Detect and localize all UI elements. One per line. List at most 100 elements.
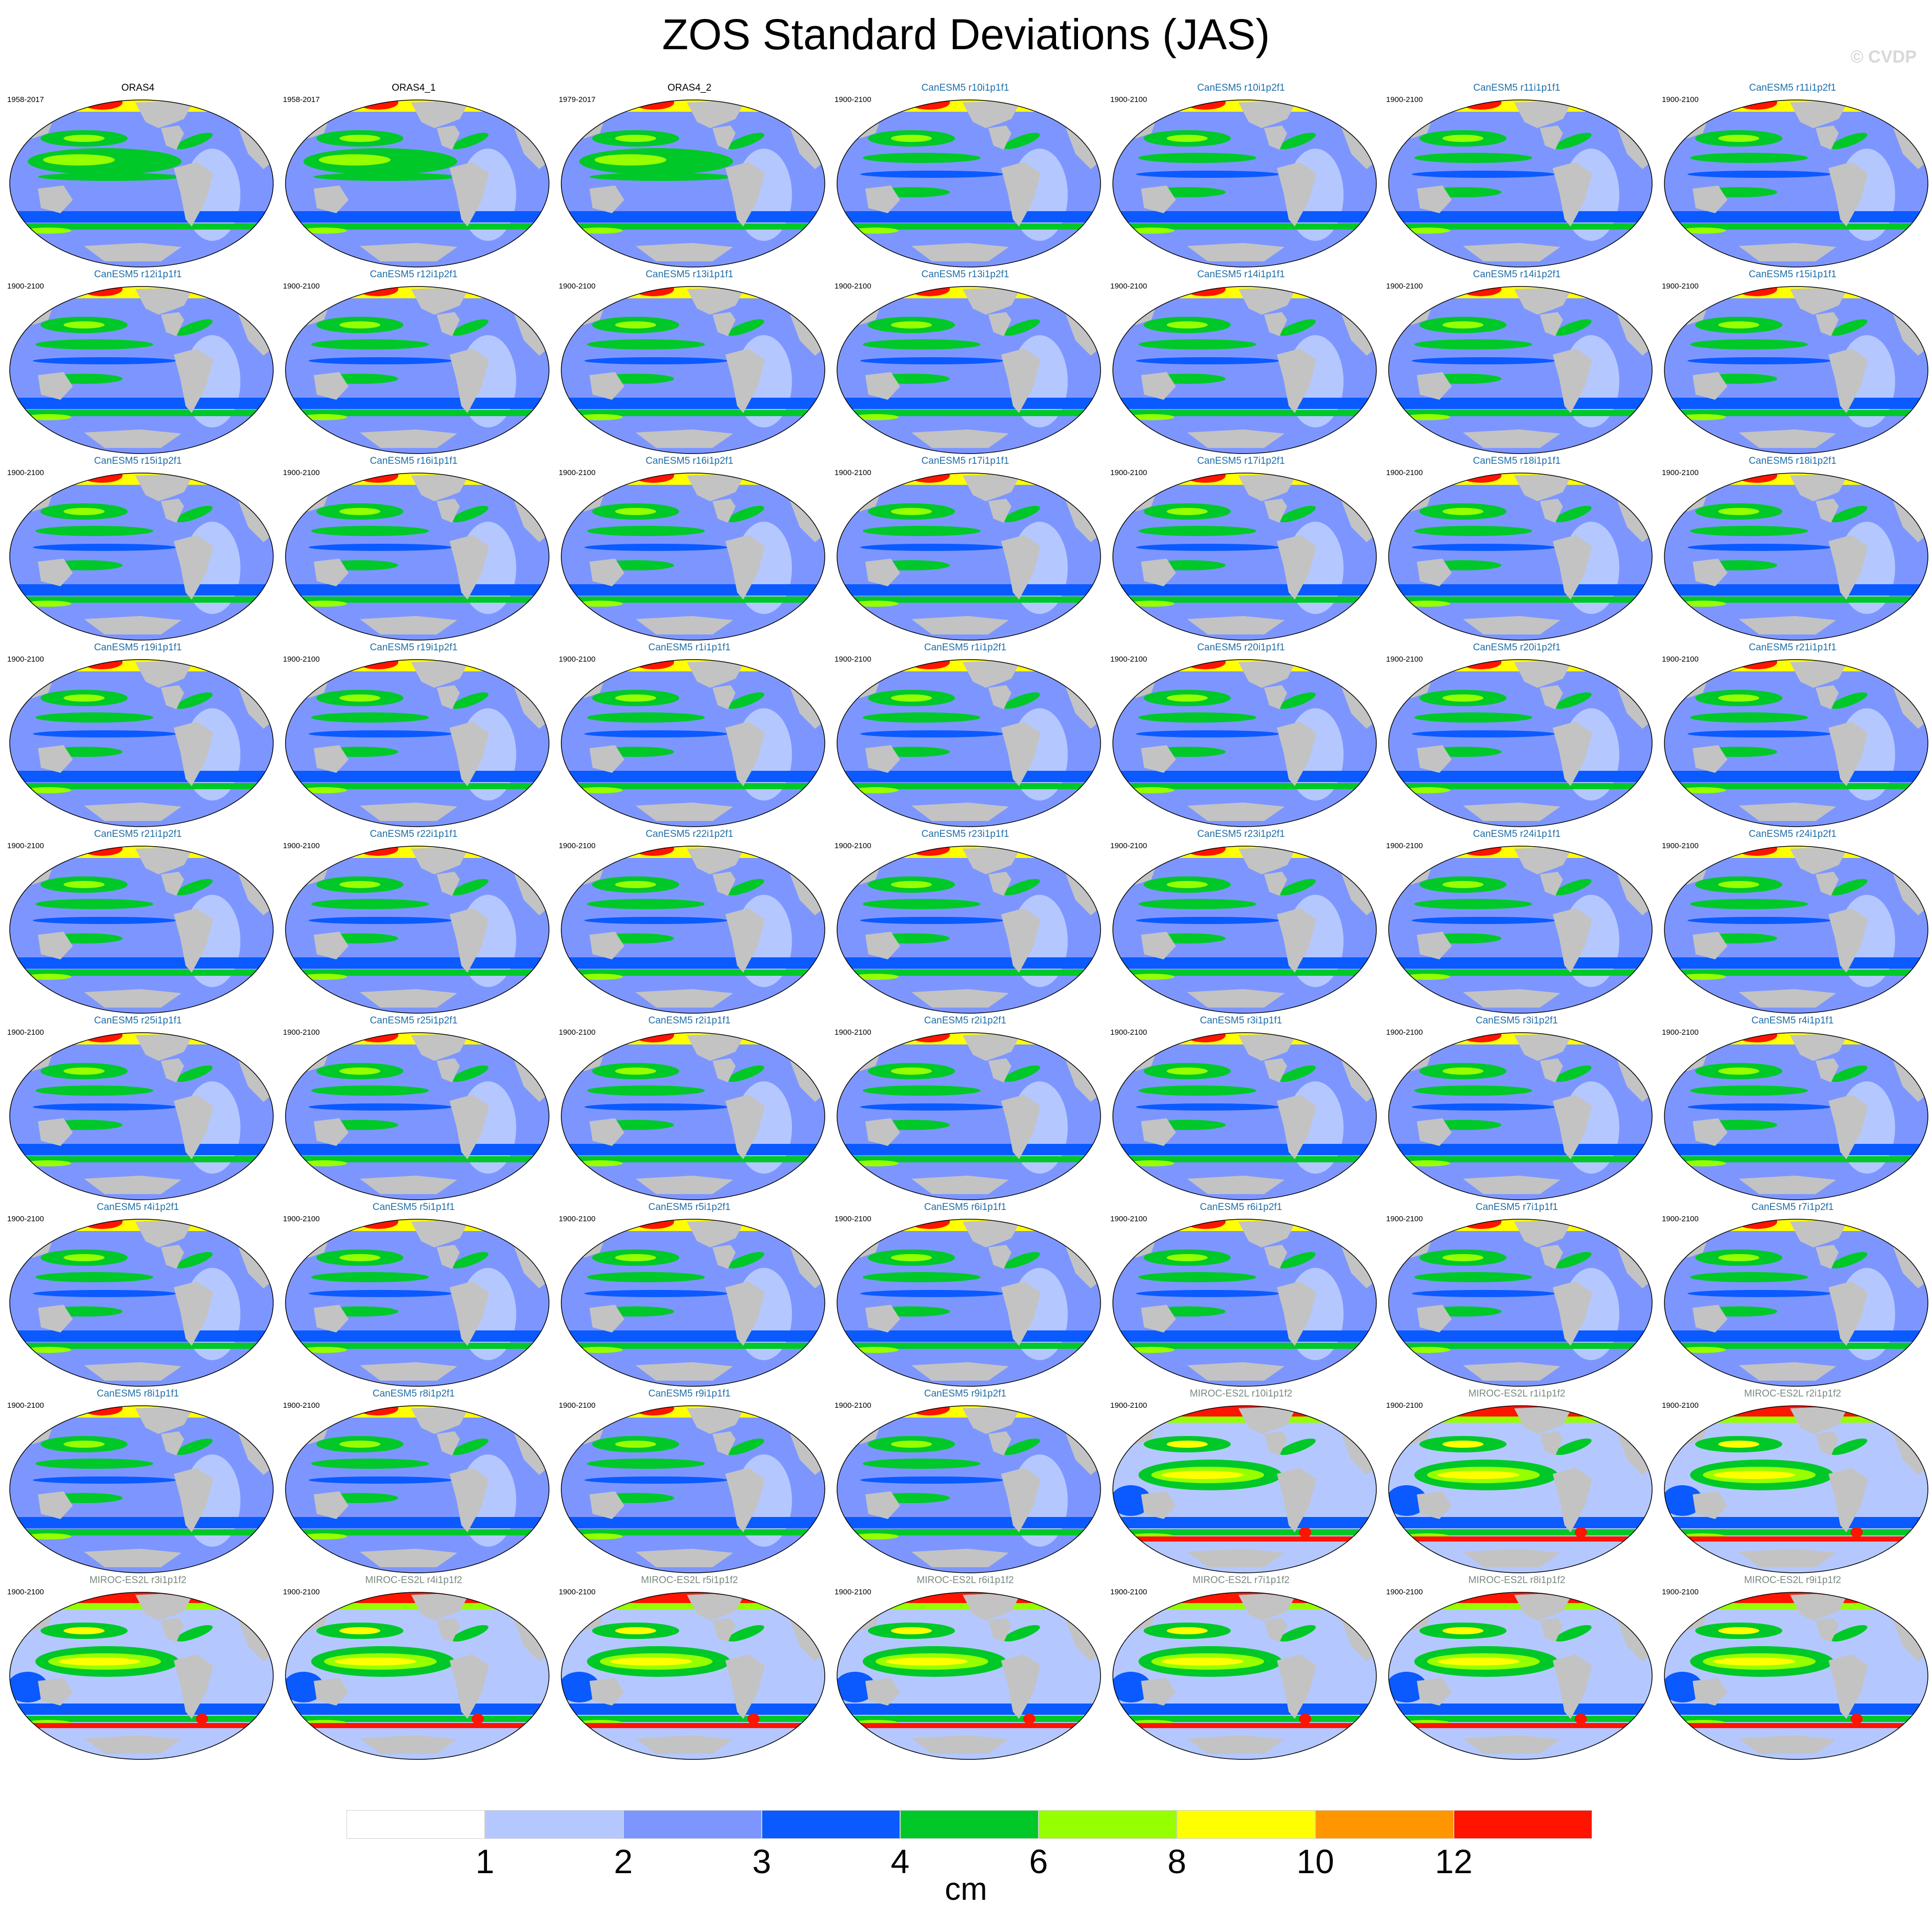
panel-title: CanESM5 r7i1p2f1 (1751, 1202, 1834, 1213)
panel-period: 1958-2017 (7, 95, 44, 104)
map-panel: MIROC-ES2L r9i1p1f2 1900-2100 (1655, 1574, 1930, 1760)
sea-level-map (285, 1219, 550, 1387)
map-outline (1112, 1032, 1377, 1200)
map-panel: CanESM5 r23i1p2f1 1900-2100 (1103, 828, 1379, 1014)
ocean-field (10, 473, 273, 640)
sea-level-map (1388, 1032, 1653, 1200)
panel-period: 1900-2100 (559, 1028, 596, 1037)
map-outline (1388, 1405, 1653, 1573)
sea-level-map (561, 286, 825, 454)
ocean-field (286, 1033, 549, 1200)
map-panel: CanESM5 r11i1p2f1 1900-2100 (1655, 82, 1930, 268)
sea-level-map (1664, 1032, 1928, 1200)
panel-title: CanESM5 r25i1p2f1 (370, 1015, 458, 1026)
panel-title: CanESM5 r20i1p1f1 (1197, 642, 1285, 653)
sea-level-map (561, 1592, 825, 1760)
panel-period: 1900-2100 (1386, 1028, 1423, 1037)
map-panel: CanESM5 r13i1p1f1 1900-2100 (552, 269, 827, 454)
panel-period: 1900-2100 (7, 655, 44, 664)
ocean-field (1664, 1219, 1928, 1386)
sea-level-map (1664, 473, 1928, 641)
sea-level-map (9, 1219, 274, 1387)
panel-title: CanESM5 r21i1p1f1 (1748, 642, 1837, 653)
ocean-field (1389, 1033, 1652, 1200)
panel-title: CanESM5 r23i1p2f1 (1197, 829, 1285, 839)
colorbar-tick-label: 8 (1167, 1842, 1187, 1880)
map-panel: CanESM5 r19i1p1f1 1900-2100 (0, 642, 276, 827)
map-outline (561, 846, 825, 1014)
map-panel: CanESM5 r17i1p2f1 1900-2100 (1103, 455, 1379, 641)
panel-period: 1900-2100 (7, 1588, 44, 1596)
sea-level-map (1112, 473, 1377, 641)
ocean-field (1664, 286, 1928, 454)
map-outline (561, 1219, 825, 1387)
panel-title: CanESM5 r14i1p1f1 (1197, 269, 1285, 280)
ocean-field (10, 846, 273, 1013)
map-panel: CanESM5 r19i1p2f1 1900-2100 (276, 642, 552, 827)
sea-level-map (1664, 1405, 1928, 1573)
panel-title: ORAS4_1 (392, 83, 436, 93)
panel-period: 1900-2100 (835, 282, 871, 291)
colorbar-swatch (347, 1810, 485, 1839)
map-panel: CanESM5 r21i1p1f1 1900-2100 (1655, 642, 1930, 827)
map-panel: CanESM5 r24i1p2f1 1900-2100 (1655, 828, 1930, 1014)
map-panel: CanESM5 r7i1p2f1 1900-2100 (1655, 1201, 1930, 1387)
sea-level-map (561, 473, 825, 641)
sea-level-map (561, 99, 825, 268)
panel-period: 1900-2100 (1110, 1588, 1147, 1596)
map-panel: CanESM5 r6i1p2f1 1900-2100 (1103, 1201, 1379, 1387)
map-outline (561, 1032, 825, 1200)
ocean-field (561, 846, 825, 1013)
panel-title: CanESM5 r5i1p2f1 (648, 1202, 731, 1213)
colorbar-tick-label: 10 (1296, 1842, 1334, 1880)
sea-level-map (837, 286, 1101, 454)
colorbar-swatch (1177, 1810, 1315, 1839)
panel-period: 1900-2100 (559, 1401, 596, 1410)
ocean-field (1664, 1033, 1928, 1200)
ocean-field (837, 1406, 1101, 1573)
colorbar-swatch (1039, 1810, 1177, 1839)
panel-period: 1900-2100 (283, 1028, 320, 1037)
ocean-field (561, 1592, 825, 1759)
panel-period: 1900-2100 (1662, 842, 1699, 850)
panel-period: 1900-2100 (283, 1215, 320, 1223)
panel-period: 1900-2100 (559, 1588, 596, 1596)
map-panel: CanESM5 r15i1p1f1 1900-2100 (1655, 269, 1930, 454)
panel-period: 1900-2100 (283, 655, 320, 664)
map-panel: ORAS4 1958-2017 (0, 82, 276, 268)
panel-period: 1900-2100 (1386, 1215, 1423, 1223)
map-outline (9, 99, 274, 268)
ocean-field (286, 100, 549, 267)
sea-level-map (9, 1592, 274, 1760)
panel-title: CanESM5 r6i1p2f1 (1199, 1202, 1283, 1213)
sea-level-map (9, 1405, 274, 1573)
sea-level-map (837, 1032, 1101, 1200)
ocean-field (1389, 660, 1652, 827)
sea-level-map (1112, 1592, 1377, 1760)
map-outline (837, 286, 1101, 454)
ocean-field (1664, 473, 1928, 640)
panel-title: CanESM5 r9i1p1f1 (648, 1388, 731, 1399)
map-outline (837, 1032, 1101, 1200)
sea-level-map (285, 473, 550, 641)
sea-level-map (561, 846, 825, 1014)
sea-level-map (1388, 286, 1653, 454)
sea-level-map (9, 1032, 274, 1200)
ocean-field (561, 286, 825, 454)
panel-period: 1900-2100 (559, 282, 596, 291)
panel-period: 1900-2100 (1386, 1401, 1423, 1410)
map-outline (837, 1592, 1101, 1760)
map-outline (9, 286, 274, 454)
panel-period: 1900-2100 (1110, 468, 1147, 477)
panel-title: CanESM5 r8i1p1f1 (96, 1388, 179, 1399)
panel-title: CanESM5 r22i1p1f1 (370, 829, 458, 839)
ocean-field (1664, 1592, 1928, 1759)
colorbar-swatch (623, 1810, 762, 1839)
panel-title: MIROC-ES2L r3i1p1f2 (89, 1575, 187, 1586)
sea-level-map (1112, 99, 1377, 268)
panel-period: 1900-2100 (835, 1401, 871, 1410)
sea-level-map (837, 1592, 1101, 1760)
panel-period: 1900-2100 (1662, 282, 1699, 291)
colorbar-tick-label: 1 (475, 1842, 495, 1880)
panel-title: CanESM5 r12i1p2f1 (370, 269, 458, 280)
